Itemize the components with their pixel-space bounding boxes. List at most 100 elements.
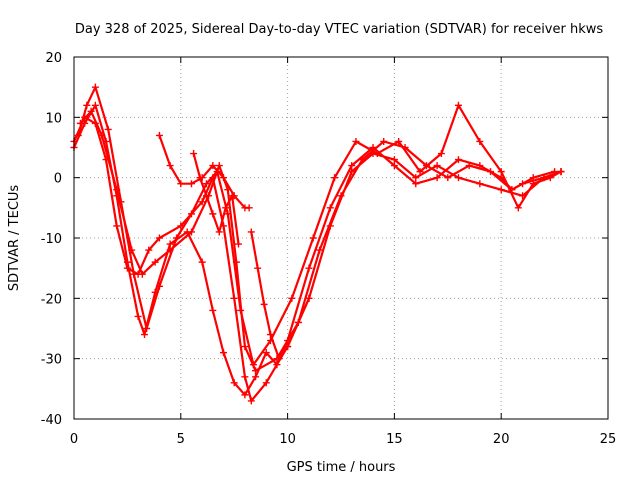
- data-point-marker: [130, 270, 138, 278]
- series-sat-g: [247, 228, 313, 363]
- x-tick-label: 25: [600, 432, 617, 447]
- data-point-marker: [262, 379, 270, 387]
- data-point-marker: [316, 246, 324, 254]
- data-point-marker: [234, 240, 242, 248]
- y-tick-label: -10: [41, 232, 62, 247]
- data-point-marker: [380, 137, 388, 145]
- data-point-marker: [454, 101, 462, 109]
- data-point-marker: [433, 174, 441, 182]
- data-point-marker: [275, 355, 283, 363]
- y-tick-label: 10: [45, 111, 62, 126]
- data-point-marker: [247, 397, 255, 405]
- data-point-marker: [104, 125, 112, 133]
- data-point-marker: [245, 204, 253, 212]
- data-point-marker: [196, 174, 204, 182]
- data-point-marker: [190, 150, 198, 158]
- data-point-marker: [166, 240, 174, 248]
- data-point-marker: [252, 367, 260, 375]
- data-point-marker: [497, 168, 505, 176]
- data-point-marker: [155, 282, 163, 290]
- data-point-marker: [230, 294, 238, 302]
- data-point-marker: [98, 131, 106, 139]
- data-point-marker: [390, 162, 398, 170]
- data-point-marker: [143, 325, 151, 332]
- data-point-marker: [83, 101, 91, 109]
- data-point-marker: [412, 180, 420, 188]
- series-sat-d: [74, 83, 565, 369]
- data-point-marker: [247, 228, 255, 236]
- data-point-marker: [252, 373, 260, 381]
- data-point-marker: [305, 294, 313, 302]
- data-point-marker: [123, 264, 131, 272]
- data-point-marker: [326, 204, 334, 212]
- data-point-marker: [416, 168, 424, 176]
- axis-ticks: 0 5 10 15 20 25 -40 -30 -20 -10 0 10 20: [41, 51, 617, 447]
- data-point-marker: [487, 168, 495, 176]
- data-point-marker: [476, 180, 484, 188]
- data-point-marker: [209, 162, 217, 170]
- data-point-marker: [220, 349, 228, 357]
- data-point-marker: [198, 198, 206, 206]
- data-point-marker: [331, 174, 339, 182]
- data-point-marker: [91, 83, 99, 91]
- data-point-marker: [187, 210, 195, 218]
- x-tick-label: 5: [177, 432, 185, 447]
- data-point-marker: [529, 174, 537, 182]
- data-point-marker: [241, 391, 249, 399]
- x-tick-label: 15: [386, 432, 403, 447]
- data-point-marker: [241, 343, 249, 351]
- data-point-marker: [166, 162, 174, 170]
- data-point-marker: [222, 204, 230, 212]
- data-point-marker: [284, 343, 292, 351]
- data-point-marker: [546, 174, 554, 182]
- data-point-marker: [288, 294, 296, 302]
- data-point-marker: [551, 168, 559, 176]
- data-point-marker: [412, 174, 420, 182]
- data-point-marker: [433, 162, 441, 170]
- data-point-marker: [262, 349, 270, 357]
- y-tick-label: -20: [41, 292, 62, 307]
- data-point-marker: [224, 210, 232, 218]
- data-point-marker: [454, 174, 462, 182]
- data-point-marker: [294, 318, 302, 326]
- data-point-marker: [309, 234, 317, 242]
- data-point-marker: [358, 156, 366, 164]
- x-axis-label: GPS time / hours: [287, 460, 396, 475]
- series-sat-e: [155, 131, 253, 212]
- data-point-marker: [241, 373, 249, 381]
- data-point-marker: [395, 137, 403, 145]
- data-point-marker: [202, 192, 210, 200]
- data-point-marker: [91, 101, 99, 109]
- data-point-marker: [390, 156, 398, 164]
- data-point-marker: [465, 162, 473, 170]
- y-tick-label: -30: [41, 353, 62, 368]
- grid: [74, 57, 608, 419]
- data-point-marker: [187, 228, 195, 236]
- x-tick-label: 10: [279, 432, 296, 447]
- data-point-marker: [117, 198, 125, 206]
- y-tick-label: 0: [54, 172, 62, 187]
- series-line: [158, 134, 251, 209]
- series-line: [192, 152, 240, 246]
- series-line: [77, 86, 563, 366]
- data-point-marker: [230, 379, 238, 387]
- data-point-marker: [177, 180, 185, 188]
- data-point-marker: [87, 107, 95, 115]
- data-point-marker: [202, 180, 210, 188]
- data-point-marker: [198, 258, 206, 266]
- data-point-marker: [209, 210, 217, 218]
- data-point-marker: [337, 192, 345, 200]
- data-point-marker: [497, 186, 505, 194]
- data-point-marker: [254, 264, 262, 272]
- x-tick-label: 20: [493, 432, 510, 447]
- data-point-marker: [557, 168, 565, 176]
- data-point-marker: [437, 150, 445, 158]
- data-point-marker: [249, 361, 257, 369]
- data-point-marker: [74, 131, 82, 139]
- data-point-marker: [134, 312, 142, 320]
- data-point-marker: [151, 258, 159, 266]
- data-point-marker: [113, 222, 121, 230]
- data-point-marker: [237, 306, 245, 314]
- data-point-marker: [155, 234, 163, 242]
